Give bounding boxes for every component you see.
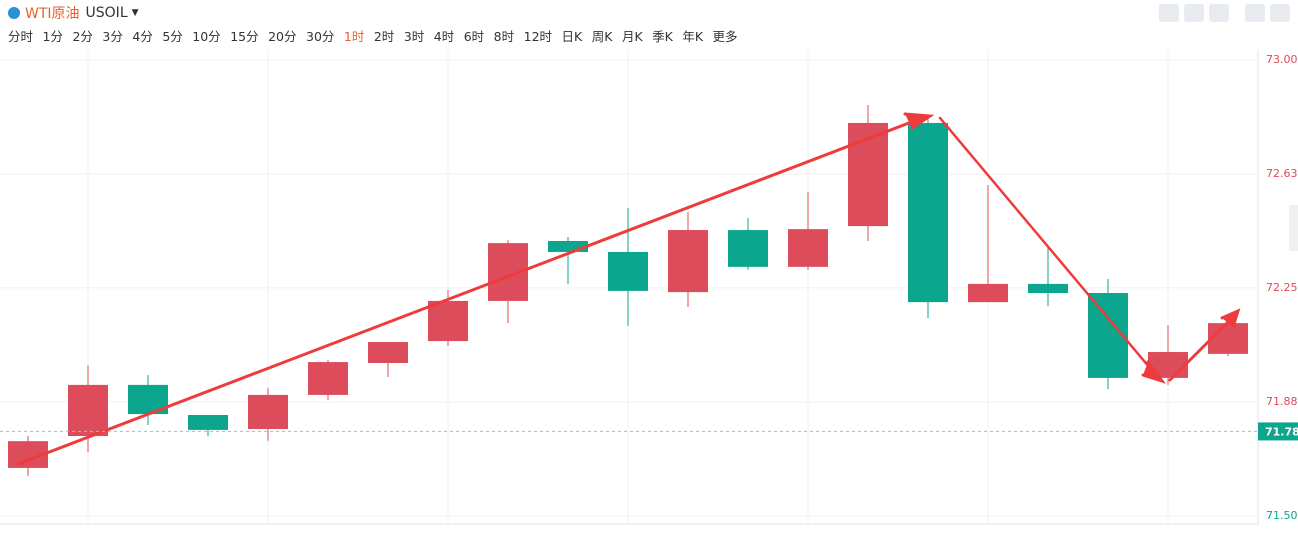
timeframe-button[interactable]: 年K bbox=[682, 29, 704, 44]
timeframe-button[interactable]: 4分 bbox=[132, 29, 153, 44]
y-tick-label: 71.883 bbox=[1266, 395, 1298, 408]
candle-body bbox=[68, 384, 108, 436]
candle-body bbox=[1208, 323, 1248, 354]
timeframe-button[interactable]: 1分 bbox=[42, 29, 63, 44]
candles bbox=[0, 59, 1258, 517]
candle-body bbox=[608, 251, 648, 291]
symbol-code: USOIL bbox=[85, 5, 128, 21]
side-handle[interactable] bbox=[1289, 205, 1298, 251]
y-tick-label: 71.508 bbox=[1266, 509, 1298, 522]
timeframe-button[interactable]: 15分 bbox=[230, 29, 259, 44]
tool-buttons bbox=[1154, 4, 1290, 22]
current-price-box bbox=[1258, 422, 1298, 441]
symbol-name: WTI原油 bbox=[25, 6, 80, 22]
timeframe-button[interactable]: 3时 bbox=[403, 29, 425, 44]
tool-button[interactable] bbox=[1159, 4, 1179, 22]
timeframe-button[interactable]: 日K bbox=[561, 29, 583, 44]
timeframe-button[interactable]: 季K bbox=[652, 29, 673, 44]
y-tick-label: 72.258 bbox=[1266, 281, 1298, 294]
candle-body bbox=[548, 241, 588, 252]
candle-body bbox=[368, 341, 408, 363]
trend-arrows bbox=[16, 112, 1241, 466]
candle-body bbox=[908, 122, 948, 303]
symbol-icon bbox=[8, 7, 20, 19]
toolbar: WTI原油 USOIL ▼ 分时 1分 2分 3分 4分 5分 10分 15分 20分 30分 1时… bbox=[0, 0, 1298, 50]
timeframe-bar: 分时 1分 2分 3分 4分 5分 10分 15分 20分 30分 1时 2时 3时 4时 6时 8时 12时日… bbox=[8, 26, 747, 45]
candle-body bbox=[248, 394, 288, 429]
timeframe-button[interactable]: 8时 bbox=[493, 29, 515, 44]
tool-button[interactable] bbox=[1209, 4, 1229, 22]
candle-body bbox=[1028, 283, 1068, 294]
timeframe-button[interactable]: 月K bbox=[621, 29, 643, 44]
dropdown-caret: ▼ bbox=[131, 8, 139, 18]
timeframe-button[interactable]: 10分 bbox=[192, 29, 221, 44]
symbol-selector[interactable]: WTI原油 USOIL ▼ bbox=[8, 3, 139, 23]
timeframe-button[interactable]: 分时 bbox=[8, 29, 34, 44]
timeframe-button[interactable]: 4时 bbox=[433, 29, 455, 44]
candle-body bbox=[968, 283, 1008, 303]
timeframe-button[interactable]: 12时 bbox=[523, 29, 553, 44]
timeframe-button[interactable]: 周K bbox=[591, 29, 613, 44]
candle-body bbox=[308, 362, 348, 395]
timeframe-button[interactable]: 更多 bbox=[712, 29, 738, 44]
timeframe-button[interactable]: 6时 bbox=[463, 29, 485, 44]
y-tick-label: 72.632 bbox=[1266, 167, 1298, 180]
tool-button[interactable] bbox=[1184, 4, 1204, 22]
y-tick-label: 73.007 bbox=[1266, 53, 1298, 66]
timeframe-button[interactable]: 30分 bbox=[306, 29, 335, 44]
candle-body bbox=[188, 415, 228, 430]
timeframe-button[interactable]: 2时 bbox=[373, 29, 395, 44]
close-button[interactable] bbox=[1270, 4, 1290, 22]
tool-button[interactable] bbox=[1245, 4, 1265, 22]
timeframe-button[interactable]: 3分 bbox=[102, 29, 123, 44]
timeframe-button[interactable]: 2分 bbox=[72, 29, 93, 44]
timeframe-button[interactable]: 20分 bbox=[268, 29, 297, 44]
candle-body bbox=[788, 229, 828, 267]
candle-body bbox=[728, 230, 768, 267]
timeframe-button[interactable]: 5分 bbox=[162, 29, 183, 44]
candle-body bbox=[668, 230, 708, 293]
timeframe-button[interactable]: 1时 bbox=[343, 29, 365, 44]
candle-body bbox=[428, 300, 468, 342]
current-price-label: 71.786 bbox=[1265, 425, 1298, 438]
